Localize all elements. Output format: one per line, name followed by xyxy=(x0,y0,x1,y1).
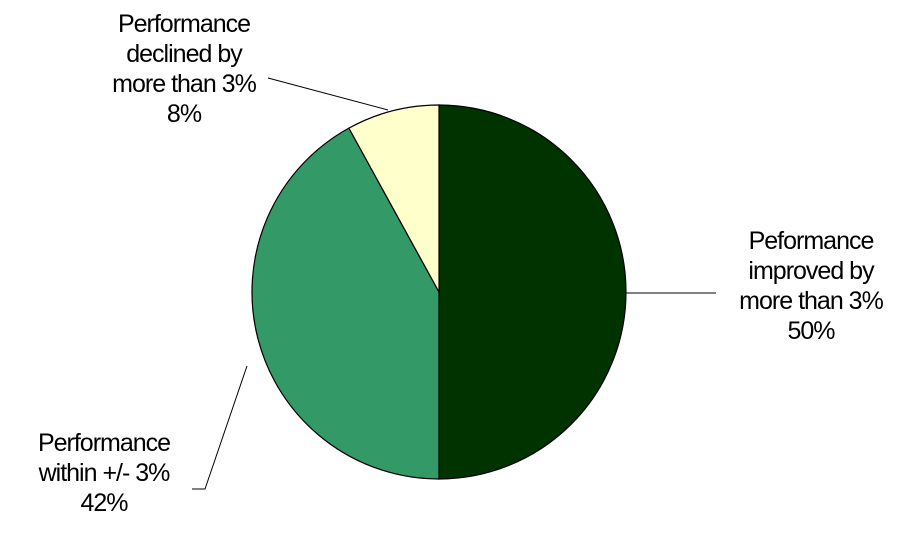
slice-label-1: Peformance improved by more than 3% 50% xyxy=(739,227,883,345)
leader-lines xyxy=(192,77,716,490)
slice-name-line: improved by xyxy=(748,257,875,285)
pie-slice-2 xyxy=(251,127,440,480)
slice-name-line: Peformance xyxy=(749,227,874,255)
slice-percent-label: 8% xyxy=(167,100,202,128)
slice-percent-label: 50% xyxy=(787,317,835,345)
pie-slice-3 xyxy=(348,104,440,293)
slice-label-3: Performance declined by more than 3% 8% xyxy=(112,10,256,128)
slice-name-line: Performance xyxy=(118,10,250,38)
pie-slices xyxy=(251,104,627,480)
leader-line-3 xyxy=(267,77,389,111)
pie-slice-1 xyxy=(438,104,627,480)
slice-name-line: more than 3% xyxy=(112,70,256,98)
slice-name-line: within +/- 3% xyxy=(38,459,171,487)
slice-percent-label: 42% xyxy=(80,489,128,517)
slice-labels: Peformance improved by more than 3% 50%Perf… xyxy=(38,10,885,517)
slice-name-line: Performance xyxy=(38,429,170,457)
slice-label-2: Performance within +/- 3% 42% xyxy=(38,429,171,517)
slice-name-line: declined by xyxy=(126,40,243,68)
leader-line-2 xyxy=(192,365,248,490)
slice-name-line: more than 3% xyxy=(739,287,883,315)
